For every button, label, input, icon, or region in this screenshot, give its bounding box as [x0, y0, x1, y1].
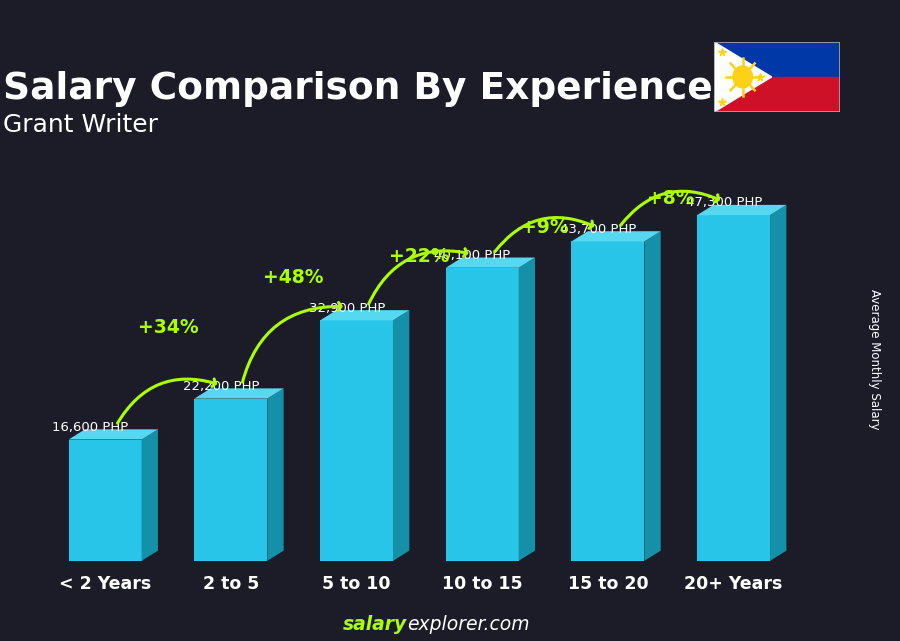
- Polygon shape: [141, 429, 158, 561]
- Text: salary: salary: [343, 615, 407, 634]
- Text: +8%: +8%: [647, 189, 695, 208]
- Polygon shape: [68, 429, 158, 440]
- Polygon shape: [644, 231, 661, 561]
- FancyBboxPatch shape: [194, 399, 267, 561]
- Polygon shape: [714, 42, 771, 112]
- Text: 22,200 PHP: 22,200 PHP: [183, 379, 259, 393]
- Bar: [714, 77, 840, 112]
- Circle shape: [733, 66, 752, 88]
- Polygon shape: [320, 310, 410, 320]
- Bar: [714, 42, 840, 77]
- Text: Salary Comparison By Experience: Salary Comparison By Experience: [4, 71, 713, 107]
- Text: +9%: +9%: [521, 218, 569, 237]
- Polygon shape: [194, 388, 284, 399]
- Polygon shape: [267, 388, 284, 561]
- FancyBboxPatch shape: [320, 320, 393, 561]
- FancyBboxPatch shape: [572, 242, 644, 561]
- Polygon shape: [446, 258, 535, 268]
- Text: Grant Writer: Grant Writer: [4, 113, 158, 137]
- Text: +22%: +22%: [389, 247, 450, 266]
- Text: 47,300 PHP: 47,300 PHP: [686, 196, 762, 209]
- Text: 32,900 PHP: 32,900 PHP: [309, 301, 385, 315]
- Text: 16,600 PHP: 16,600 PHP: [52, 420, 129, 434]
- Text: +48%: +48%: [264, 268, 324, 287]
- Text: +34%: +34%: [138, 318, 198, 337]
- Polygon shape: [518, 258, 535, 561]
- Polygon shape: [572, 231, 661, 242]
- FancyBboxPatch shape: [68, 440, 141, 561]
- Polygon shape: [770, 205, 787, 561]
- Polygon shape: [393, 310, 410, 561]
- Polygon shape: [698, 205, 787, 215]
- FancyBboxPatch shape: [446, 268, 518, 561]
- Text: 40,100 PHP: 40,100 PHP: [435, 249, 510, 262]
- Text: Average Monthly Salary: Average Monthly Salary: [868, 288, 881, 429]
- Text: explorer.com: explorer.com: [407, 615, 529, 634]
- Text: 43,700 PHP: 43,700 PHP: [560, 222, 636, 236]
- FancyBboxPatch shape: [698, 215, 770, 561]
